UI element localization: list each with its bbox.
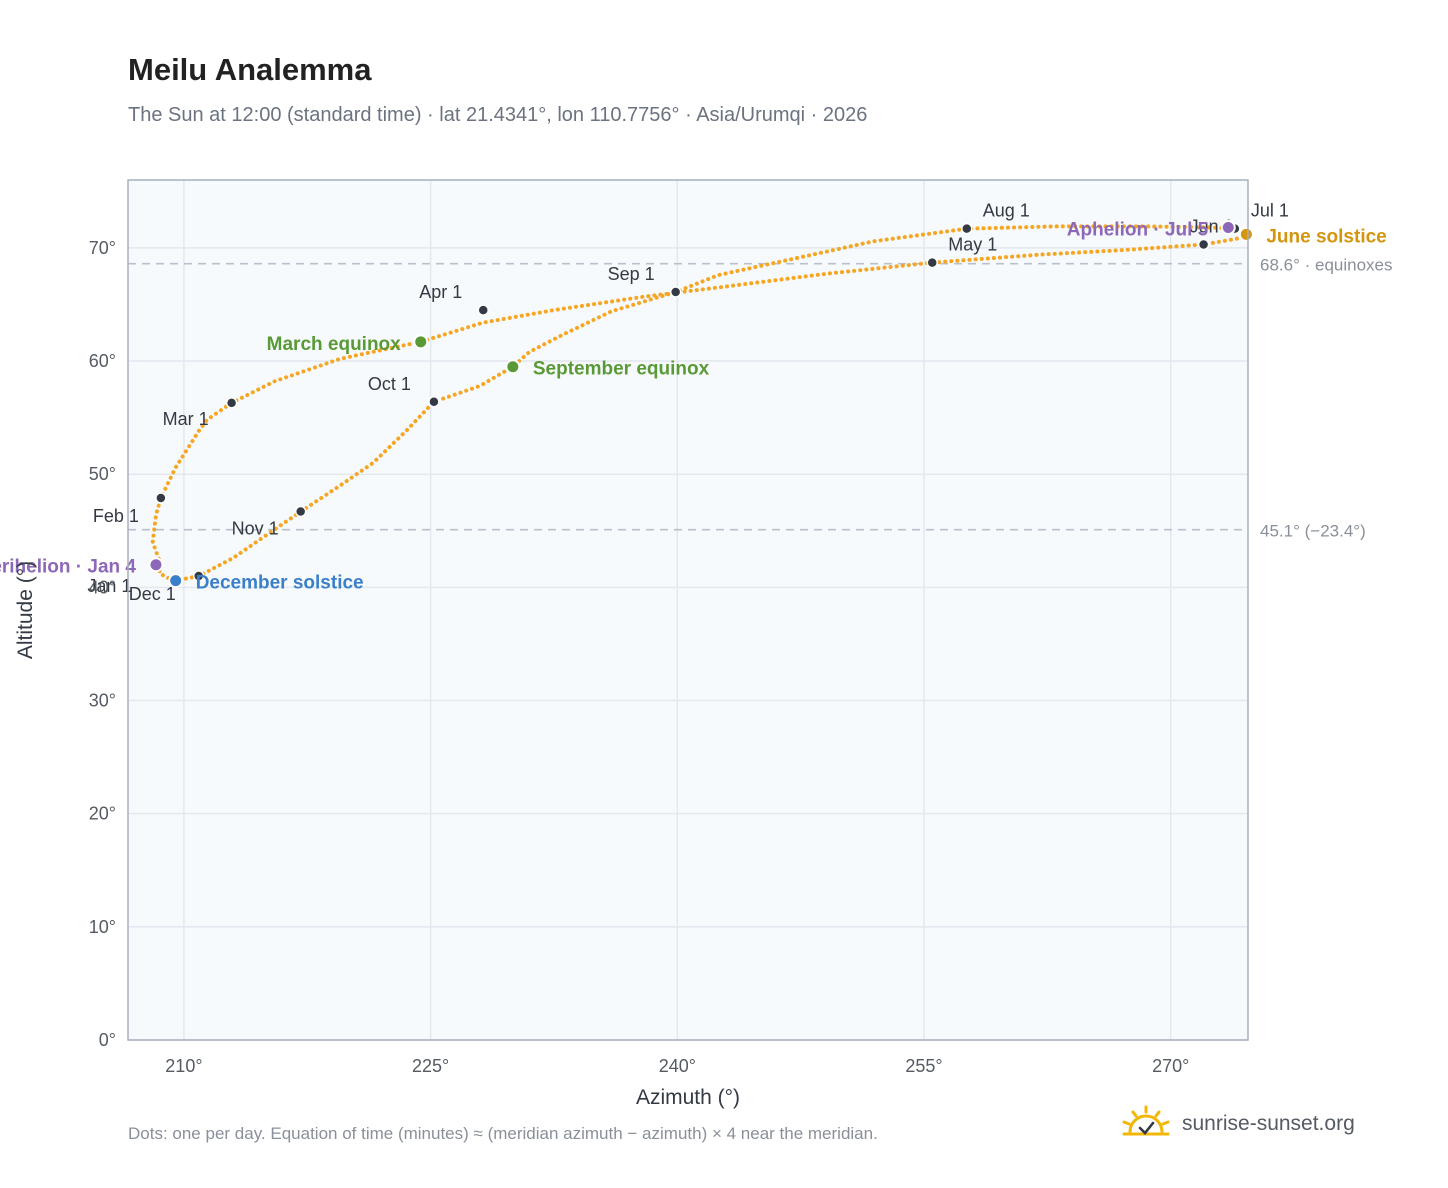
- month-marker-label: Apr 1: [419, 282, 462, 302]
- y-tick-label: 60°: [89, 351, 116, 371]
- plot-area: [128, 180, 1248, 1040]
- x-tick-label: 225°: [412, 1056, 449, 1076]
- month-marker: [1197, 238, 1210, 251]
- brand-name[interactable]: sunrise-sunset.org: [1182, 1112, 1355, 1135]
- month-marker-label: Feb 1: [93, 506, 139, 526]
- event-marker: [505, 359, 521, 375]
- sun-logo-icon: [1122, 1105, 1170, 1136]
- y-tick-label: 20°: [89, 804, 116, 824]
- month-marker: [926, 256, 938, 269]
- chart-subtitle: The Sun at 12:00 (standard time) · lat 2…: [128, 104, 868, 126]
- month-marker: [294, 505, 307, 518]
- event-marker: [1220, 220, 1236, 236]
- month-marker: [155, 492, 167, 504]
- event-label: Aphelion · Jul 5: [1067, 220, 1209, 241]
- reference-lines: 68.6° · equinoxes 45.1° (−23.4°): [128, 256, 1393, 541]
- month-marker: [428, 396, 440, 408]
- y-tick-label: 30°: [89, 691, 116, 711]
- reference-line-label: 45.1° (−23.4°): [1260, 522, 1366, 541]
- footnote: Dots: one per day. Equation of time (min…: [128, 1124, 878, 1143]
- event-marker: [148, 557, 164, 573]
- reference-line-label: 68.6° · equinoxes: [1260, 256, 1393, 275]
- event-label: September equinox: [533, 359, 710, 380]
- y-tick-label: 50°: [89, 464, 116, 484]
- event-label: June solstice: [1266, 226, 1386, 247]
- daily-path: [150, 224, 1249, 583]
- event-marker: [413, 334, 429, 350]
- month-marker-label: Aug 1: [983, 201, 1030, 221]
- analemma-curve: [150, 224, 1249, 583]
- event-label: March equinox: [267, 334, 402, 355]
- y-axis-label: Altitude (°): [14, 561, 37, 659]
- x-tick-label: 240°: [659, 1056, 696, 1076]
- y-tick-label: 10°: [89, 917, 116, 937]
- plot-frame: [127, 179, 1249, 1041]
- month-marker: [192, 570, 205, 582]
- month-marker-label: Sep 1: [608, 264, 655, 284]
- axes: 210° 225° 240° 255° 270° 0° 10° 20° 30° 40° 50° 60°…: [89, 238, 1190, 1076]
- event-label: December solstice: [196, 573, 364, 594]
- month-marker-label: Oct 1: [368, 374, 411, 394]
- x-axis-label: Azimuth (°): [636, 1086, 740, 1109]
- brand[interactable]: sunrise-sunset.org: [1120, 1104, 1355, 1144]
- month-marker-label: Jul 1: [1251, 201, 1289, 221]
- event-label: Perihelion · Jan 4: [0, 557, 136, 578]
- chart-title: Meilu Analemma: [128, 52, 372, 87]
- y-tick-label: 40°: [89, 577, 116, 597]
- month-marker: [961, 222, 973, 235]
- event-marker: [1238, 226, 1254, 242]
- x-tick-label: 210°: [165, 1056, 202, 1076]
- x-tick-label: 270°: [1152, 1056, 1189, 1076]
- month-marker-label: Nov 1: [232, 519, 279, 539]
- month-marker: [477, 304, 489, 316]
- y-tick-label: 70°: [89, 238, 116, 258]
- month-marker-label: Dec 1: [129, 584, 176, 604]
- month-marker-label: Jan 1: [87, 576, 131, 596]
- event-marker: [168, 573, 184, 589]
- month-marker-label: Mar 1: [163, 409, 209, 429]
- month-marker: [225, 397, 238, 409]
- month-marker-label: May 1: [948, 235, 997, 255]
- y-tick-label: 0°: [99, 1030, 116, 1050]
- month-marker: [669, 286, 682, 298]
- x-tick-label: 255°: [905, 1056, 942, 1076]
- event-markers: March equinox September equinox June solst…: [0, 220, 1387, 594]
